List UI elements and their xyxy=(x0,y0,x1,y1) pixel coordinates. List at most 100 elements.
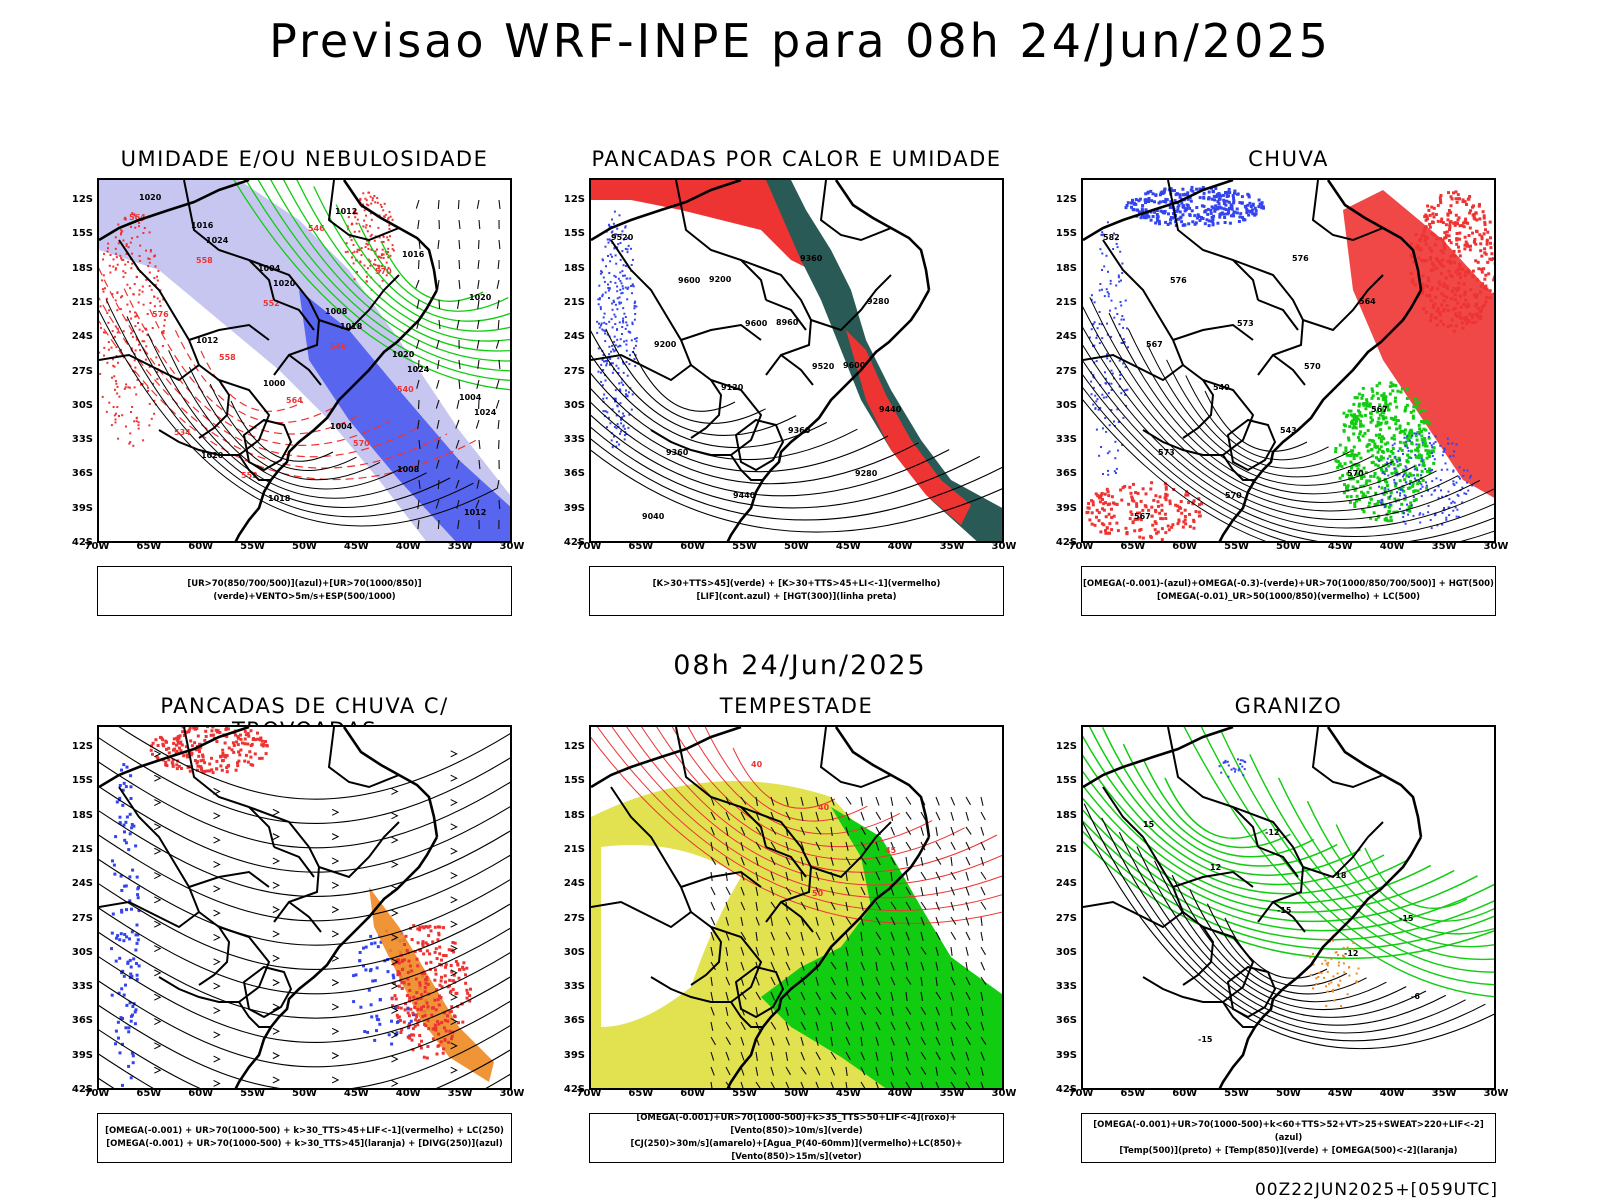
legend-line: [OMEGA(-0.001) + UR>70(1000-500) + k>30_… xyxy=(106,1139,503,1149)
latitude-tick: 15S xyxy=(1055,775,1077,787)
contour-label: 540 xyxy=(1213,383,1230,392)
longitude-tick: 55W xyxy=(732,541,758,552)
longitude-tick: 30W xyxy=(499,1088,525,1099)
legend-line: [OMEGA(-0.001)-(azul)+OMEGA(-0.3)-(verde… xyxy=(1083,579,1494,589)
main-title: Previsao WRF-INPE para 08h 24/Jun/2025 xyxy=(269,14,1331,68)
longitude-tick: 55W xyxy=(1224,1088,1250,1099)
contour-label: -6 xyxy=(1411,992,1420,1001)
contour-label: -12 xyxy=(1265,828,1279,837)
longitude-tick: 65W xyxy=(1120,1088,1146,1099)
contour-label: 9600 xyxy=(745,319,768,328)
latitude-tick: 27S xyxy=(1055,912,1077,924)
contour-label: 558 xyxy=(196,256,213,265)
longitude-tick: 45W xyxy=(343,1088,369,1099)
latitude-tick: 12S xyxy=(563,194,585,205)
legend-line: [OMEGA(-0.001)+UR>70(1000-500)+k>35_TTS>… xyxy=(636,1113,957,1136)
contour-label: 1020 xyxy=(273,279,296,288)
longitude-tick: 55W xyxy=(240,541,266,552)
latitude-tick: 18S xyxy=(563,809,585,821)
longitude-tick: 65W xyxy=(628,1088,654,1099)
latitude-tick: 24S xyxy=(1055,331,1077,343)
latitude-tick: 21S xyxy=(563,296,585,308)
run-footer: 00Z22JUN2025+[059UTC] xyxy=(1254,1180,1498,1200)
panel-title: CHUVA xyxy=(1248,147,1329,171)
latitude-tick: 21S xyxy=(563,843,585,855)
contour-label: 570 xyxy=(353,439,370,448)
contour-label: 9520 xyxy=(611,233,634,242)
latitude-tick: 21S xyxy=(71,843,93,855)
contour-label: 564 xyxy=(1359,297,1376,306)
map-svg: 1020102410201018102410241020101810121016… xyxy=(99,180,510,541)
longitude-tick: 55W xyxy=(1224,541,1250,552)
contour-label: 9200 xyxy=(709,275,732,284)
latitude-tick: 27S xyxy=(563,365,585,377)
longitude-tick: 30W xyxy=(991,1088,1017,1099)
latitude-tick: 30S xyxy=(563,399,585,411)
contour-label: 1016 xyxy=(191,221,214,230)
latitude-tick: 39S xyxy=(563,1049,585,1061)
legend-line: [UR>70(850/700/500)](azul)+[UR>70(1000/8… xyxy=(187,579,422,602)
latitude-tick: 15S xyxy=(563,228,585,240)
latitude-tick: 33S xyxy=(71,981,93,993)
latitude-tick: 42S xyxy=(71,1084,93,1095)
contour-label: 9280 xyxy=(867,297,890,306)
contour-label: 1004 xyxy=(330,422,353,431)
contour-label: 9280 xyxy=(855,469,878,478)
contour-label: 567 xyxy=(1134,512,1151,521)
longitude-tick: 70W xyxy=(576,541,602,552)
latitude-tick: 42S xyxy=(71,537,93,548)
longitude-tick: 35W xyxy=(939,541,965,552)
contour-label: 1012 xyxy=(335,207,357,216)
latitude-tick: 27S xyxy=(71,912,93,924)
longitude-tick: 40W xyxy=(1379,541,1405,552)
latitude-tick: 39S xyxy=(1055,1049,1077,1061)
contour-label: 9520 xyxy=(812,362,835,371)
latitude-tick: 33S xyxy=(563,981,585,993)
latitude-tick: 36S xyxy=(563,1015,585,1027)
contour-label: 1004 xyxy=(459,393,482,402)
contour-label: -12 xyxy=(1344,949,1358,958)
latitude-tick: 33S xyxy=(563,434,585,446)
contour-label: 50 xyxy=(812,889,824,898)
latitude-tick: 30S xyxy=(563,946,585,958)
contour-label: 9040 xyxy=(642,512,665,521)
latitude-tick: 12S xyxy=(71,194,93,205)
longitude-tick: 40W xyxy=(887,541,913,552)
longitude-tick: 60W xyxy=(680,541,706,552)
longitude-tick: 50W xyxy=(1276,1088,1301,1099)
longitude-tick: 30W xyxy=(1483,541,1509,552)
longitude-tick: 65W xyxy=(1120,541,1146,552)
longitude-tick: 35W xyxy=(939,1088,965,1099)
map-svg: 9520 9600 9600 9520 9440 9360 9440 9360 9280 9200… xyxy=(591,180,1002,541)
latitude-tick: 36S xyxy=(1055,468,1077,480)
contour-label: 9360 xyxy=(788,426,811,435)
contour-label: 1000 xyxy=(263,379,286,388)
map-svg: 582 576 573 570 567 573 570 576 564 567 540 543 570 5… xyxy=(1083,180,1494,541)
latitude-tick: 39S xyxy=(71,502,93,514)
contour-label: -15 xyxy=(1198,1035,1213,1044)
latitude-tick: 12S xyxy=(1055,741,1077,752)
contour-label: 1024 xyxy=(407,365,430,374)
contour-label: -18 xyxy=(1332,871,1347,880)
contour-label: 540 xyxy=(397,385,414,394)
legend-line: [LIF](cont.azul) + [HGT(300)](linha pret… xyxy=(696,592,897,602)
latitude-tick: 15S xyxy=(1055,228,1077,240)
legend-box: [OMEGA(-0.001)+UR>70(1000-500)+k>35_TTS>… xyxy=(589,1113,1004,1163)
legend-box: [OMEGA(-0.001)+UR>70(1000-500)+k<60+TTS>… xyxy=(1081,1113,1496,1163)
latitude-tick: 24S xyxy=(71,878,93,890)
contour-label: 570 xyxy=(375,267,392,276)
contour-label: 1020 xyxy=(469,293,492,302)
longitude-tick: 45W xyxy=(343,541,369,552)
legend-line: [Temp(500)](preto) + [Temp(850)](verde) … xyxy=(1119,1145,1458,1156)
latitude-tick: 27S xyxy=(1055,365,1077,377)
latitude-tick: 12S xyxy=(71,741,93,752)
contour-label: 567 xyxy=(1146,340,1163,349)
contour-label: 1020 xyxy=(139,193,162,202)
longitude-tick: 50W xyxy=(292,1088,317,1099)
longitude-tick: 60W xyxy=(1172,1088,1198,1099)
longitude-tick: 40W xyxy=(395,1088,421,1099)
latitude-tick: 18S xyxy=(71,262,93,274)
contour-label: 576 xyxy=(1292,254,1309,263)
latitude-tick: 18S xyxy=(1055,809,1077,821)
